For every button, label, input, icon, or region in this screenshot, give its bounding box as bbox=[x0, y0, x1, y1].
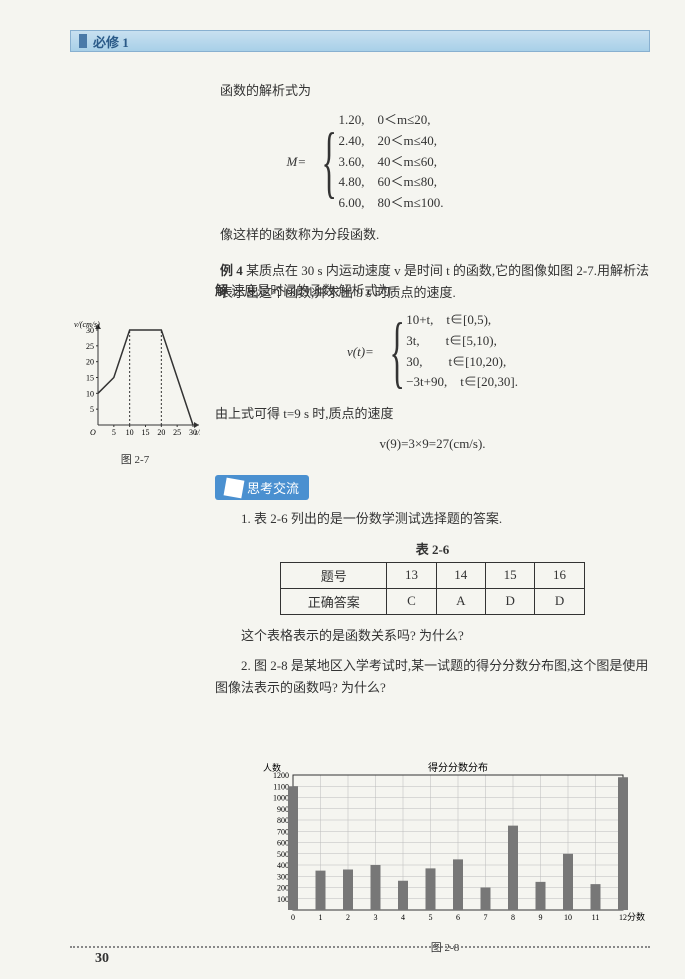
q1-tail: 这个表格表示的是函数关系吗? 为什么? bbox=[215, 625, 650, 647]
score-distribution-chart: 1002003004005006007008009001000110012000… bbox=[245, 760, 645, 935]
case-row: −3t+90, t∈[20,30]. bbox=[406, 372, 518, 393]
svg-text:3: 3 bbox=[374, 913, 378, 922]
table-header: 13 bbox=[387, 562, 436, 588]
header-label: 必修 1 bbox=[93, 32, 129, 51]
think-badge: 思考交流 bbox=[215, 463, 650, 508]
svg-text:t/s: t/s bbox=[195, 428, 200, 437]
table-cell: 正确答案 bbox=[281, 588, 387, 614]
table-header: 15 bbox=[485, 562, 534, 588]
table-cell: D bbox=[535, 588, 584, 614]
svg-text:v/(cm/s): v/(cm/s) bbox=[74, 320, 100, 329]
svg-text:11: 11 bbox=[592, 913, 600, 922]
svg-text:300: 300 bbox=[277, 872, 289, 881]
svg-text:25: 25 bbox=[86, 342, 94, 351]
table26-title: 表 2-6 bbox=[215, 539, 650, 558]
svg-text:1: 1 bbox=[319, 913, 323, 922]
svg-text:5: 5 bbox=[429, 913, 433, 922]
svg-text:15: 15 bbox=[142, 428, 150, 437]
case-row: 2.40, 20＜m≤40, bbox=[339, 131, 444, 152]
svg-text:20: 20 bbox=[86, 358, 94, 367]
table-header: 题号 bbox=[281, 562, 387, 588]
case-row: 4.80, 60＜m≤80, bbox=[339, 172, 444, 193]
case-row: 6.00, 80＜m≤100. bbox=[339, 193, 444, 214]
main-content: 函数的解析式为 M= { 1.20, 0＜m≤20,2.40, 20＜m≤40,… bbox=[80, 80, 650, 312]
M-lhs: M= bbox=[286, 154, 306, 170]
example4-label: 例 4 bbox=[220, 263, 243, 278]
svg-text:25: 25 bbox=[173, 428, 181, 437]
footer-sep bbox=[70, 946, 650, 948]
svg-text:1000: 1000 bbox=[273, 794, 289, 803]
svg-text:800: 800 bbox=[277, 816, 289, 825]
brace-icon: { bbox=[322, 122, 337, 202]
page-number: 30 bbox=[95, 951, 109, 967]
svg-text:9: 9 bbox=[539, 913, 543, 922]
think-label: 思考交流 bbox=[247, 478, 299, 497]
svg-text:人数: 人数 bbox=[263, 762, 281, 773]
v-lhs: v(t)= bbox=[347, 344, 374, 360]
case-row: 3t, t∈[5,10), bbox=[406, 331, 518, 352]
svg-text:1100: 1100 bbox=[273, 782, 289, 791]
piecewise-v: v(t)= { 10+t, t∈[0,5),3t, t∈[5,10),30, t… bbox=[215, 310, 650, 393]
svg-text:6: 6 bbox=[456, 913, 460, 922]
header-marker bbox=[79, 34, 87, 48]
svg-text:7: 7 bbox=[484, 913, 488, 922]
svg-text:900: 900 bbox=[277, 805, 289, 814]
table-cell: C bbox=[387, 588, 436, 614]
q1: 1. 表 2-6 列出的是一份数学测试选择题的答案. bbox=[215, 508, 650, 530]
svg-text:0: 0 bbox=[291, 913, 295, 922]
intro-para: 函数的解析式为 bbox=[220, 80, 650, 102]
sol-text: 速度是时间的函数,解析式为 bbox=[231, 283, 390, 298]
svg-text:10: 10 bbox=[564, 913, 572, 922]
cube-icon bbox=[224, 478, 245, 499]
svg-text:15: 15 bbox=[86, 374, 94, 383]
table-cell: D bbox=[485, 588, 534, 614]
svg-text:12: 12 bbox=[619, 913, 627, 922]
velocity-chart: 5101520253051015202530Ot/sv/(cm/s) 图 2-7 bbox=[70, 315, 200, 445]
svg-text:分数: 分数 bbox=[627, 911, 645, 922]
svg-text:700: 700 bbox=[277, 827, 289, 836]
svg-text:4: 4 bbox=[401, 913, 405, 922]
svg-text:600: 600 bbox=[277, 839, 289, 848]
case-row: 30, t∈[10,20), bbox=[406, 352, 518, 373]
svg-text:得分分数分布: 得分分数分布 bbox=[428, 761, 488, 774]
svg-text:5: 5 bbox=[90, 405, 94, 414]
brace-icon-2: { bbox=[389, 312, 404, 392]
svg-text:10: 10 bbox=[86, 389, 94, 398]
table-cell: A bbox=[436, 588, 485, 614]
svg-text:2: 2 bbox=[346, 913, 350, 922]
sol-label: 解 bbox=[215, 283, 228, 298]
sol-tail1: 由上式可得 t=9 s 时,质点的速度 bbox=[215, 403, 650, 425]
sol-tail2: v(9)=3×9=27(cm/s). bbox=[215, 433, 650, 455]
right-column: 解 速度是时间的函数,解析式为 v(t)= { 10+t, t∈[0,5),3t… bbox=[215, 280, 650, 707]
case-row: 3.60, 40＜m≤60, bbox=[339, 152, 444, 173]
case-row: 1.20, 0＜m≤20, bbox=[339, 110, 444, 131]
svg-text:8: 8 bbox=[511, 913, 515, 922]
svg-text:O: O bbox=[90, 428, 96, 437]
svg-text:400: 400 bbox=[277, 861, 289, 870]
case-row: 10+t, t∈[0,5), bbox=[406, 310, 518, 331]
svg-text:500: 500 bbox=[277, 850, 289, 859]
svg-text:200: 200 bbox=[277, 884, 289, 893]
table-header: 14 bbox=[436, 562, 485, 588]
para-piecewise-def: 像这样的函数称为分段函数. bbox=[220, 224, 650, 246]
svg-text:20: 20 bbox=[157, 428, 165, 437]
table-header: 16 bbox=[535, 562, 584, 588]
sol-line: 解 速度是时间的函数,解析式为 bbox=[215, 280, 650, 302]
vchart-caption: 图 2-7 bbox=[70, 451, 200, 467]
piecewise-M: M= { 1.20, 0＜m≤20,2.40, 20＜m≤40,3.60, 40… bbox=[80, 110, 650, 214]
svg-text:100: 100 bbox=[277, 895, 289, 904]
answer-table: 题号13141516 正确答案CADD bbox=[280, 562, 585, 615]
svg-text:10: 10 bbox=[126, 428, 134, 437]
q2: 2. 图 2-8 是某地区入学考试时,某一试题的得分分数分布图,这个图是使用图像… bbox=[215, 655, 650, 699]
svg-text:5: 5 bbox=[112, 428, 116, 437]
page-header: 必修 1 bbox=[70, 30, 650, 52]
